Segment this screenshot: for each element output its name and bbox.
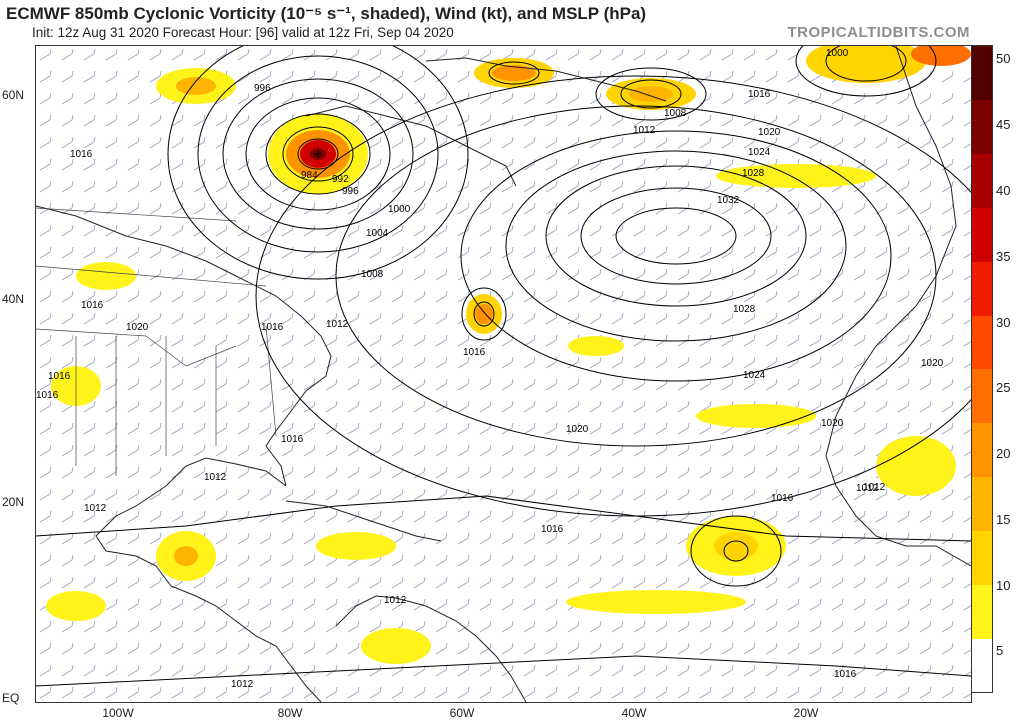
isobar-label: 1012 <box>204 472 227 483</box>
lon-label: 80W <box>277 706 303 720</box>
isobar-label: 1016 <box>771 493 794 504</box>
colorbar-segment <box>972 99 992 155</box>
isobar-label: 1016 <box>70 149 93 160</box>
isobar-label: 1012 <box>384 595 407 606</box>
colorbar-segment <box>972 476 992 531</box>
forecast-map: 996 1016 984 992 996 1000 1004 1008 1012… <box>35 45 972 703</box>
colorbar-segment <box>972 369 992 424</box>
lat-label: 20N <box>2 495 25 509</box>
isobar-label: 1020 <box>566 424 589 435</box>
isobar-label: 1016 <box>281 434 304 445</box>
political-borders <box>36 207 277 476</box>
wind-barbs-layer <box>36 46 971 702</box>
isobar-label: 1012 <box>84 503 107 514</box>
lat-label: 40N <box>2 292 25 306</box>
low-markers <box>314 150 322 158</box>
isobar-label: 1024 <box>743 370 766 381</box>
isobar-label: 1008 <box>361 269 384 280</box>
lon-label: 60W <box>449 706 475 720</box>
isobar-label: 1012 <box>863 482 886 493</box>
colorbar-label: 20 <box>996 446 1011 461</box>
colorbar-label: 25 <box>996 380 1011 395</box>
colorbar-label: 45 <box>996 117 1011 132</box>
colorbar-segment <box>972 530 992 585</box>
isobar-label: 1012 <box>326 319 349 330</box>
isobar-labels: 996 1016 984 992 996 1000 1004 1008 1012… <box>36 48 944 690</box>
colorbar-segment <box>972 422 992 478</box>
isobar-label: 1012 <box>633 125 656 136</box>
colorbar-segment <box>972 584 992 639</box>
isobar-label: 1016 <box>48 371 71 382</box>
isobar-label: 992 <box>332 174 349 185</box>
forecast-info: Init: 12z Aug 31 2020 Forecast Hour: [96… <box>32 25 454 40</box>
isobar-label: 1008 <box>664 108 687 119</box>
colorbar-label: 30 <box>996 315 1011 330</box>
isobar-label: 1016 <box>834 669 857 680</box>
isobar-label: 1016 <box>748 89 771 100</box>
lon-label: 20W <box>793 706 819 720</box>
lon-label: 40W <box>621 706 647 720</box>
colorbar-segment <box>972 638 992 693</box>
colorbar-label: 10 <box>996 578 1011 593</box>
isobar-label: 984 <box>301 170 318 181</box>
isobar-label: 1016 <box>541 524 564 535</box>
isobars <box>36 46 971 687</box>
colorbar <box>971 45 993 693</box>
isobar-label: 1020 <box>921 358 944 369</box>
map-title: ECMWF 850mb Cyclonic Vorticity (10⁻⁵ s⁻¹… <box>6 4 647 23</box>
isobar-label: 996 <box>254 83 271 94</box>
isobar-label: 1016 <box>81 300 104 311</box>
colorbar-segment <box>972 315 992 370</box>
colorbar-label: 40 <box>996 183 1011 198</box>
isobar-label: 996 <box>342 186 359 197</box>
isobar-label: 1016 <box>463 347 486 358</box>
isobar-label: 1016 <box>261 322 284 333</box>
colorbar-label: 50 <box>996 51 1011 66</box>
lon-label: 100W <box>102 706 134 720</box>
colorbar-segment <box>972 153 992 208</box>
map-canvas: 996 1016 984 992 996 1000 1004 1008 1012… <box>36 46 971 702</box>
lat-label: 60N <box>2 88 25 102</box>
colorbar-segment <box>972 207 992 262</box>
isobar-label: 1000 <box>388 204 411 215</box>
isobar-label: 1020 <box>821 418 844 429</box>
lat-label: EQ <box>2 691 20 705</box>
colorbar-label: 35 <box>996 249 1011 264</box>
isobar-label: 1020 <box>758 127 781 138</box>
isobar-label: 1028 <box>733 304 756 315</box>
colorbar-label: 15 <box>996 512 1011 527</box>
isobar-label: 1004 <box>366 228 389 239</box>
isobar-label: 1012 <box>231 679 254 690</box>
isobar-label: 1032 <box>717 195 740 206</box>
colorbar-segment <box>972 46 992 101</box>
colorbar-label: 5 <box>996 643 1004 658</box>
isobar-label: 1016 <box>36 390 59 401</box>
colorbar-segment <box>972 261 992 316</box>
coastlines <box>36 46 971 702</box>
isobar-label: 1024 <box>748 147 771 158</box>
brand-watermark: TROPICALTIDBITS.COM <box>787 24 970 41</box>
isobar-label: 1028 <box>742 168 765 179</box>
isobar-label: 1020 <box>126 322 149 333</box>
isobar-label: 1000 <box>826 48 849 59</box>
isobar-label: 1012 <box>856 483 879 494</box>
